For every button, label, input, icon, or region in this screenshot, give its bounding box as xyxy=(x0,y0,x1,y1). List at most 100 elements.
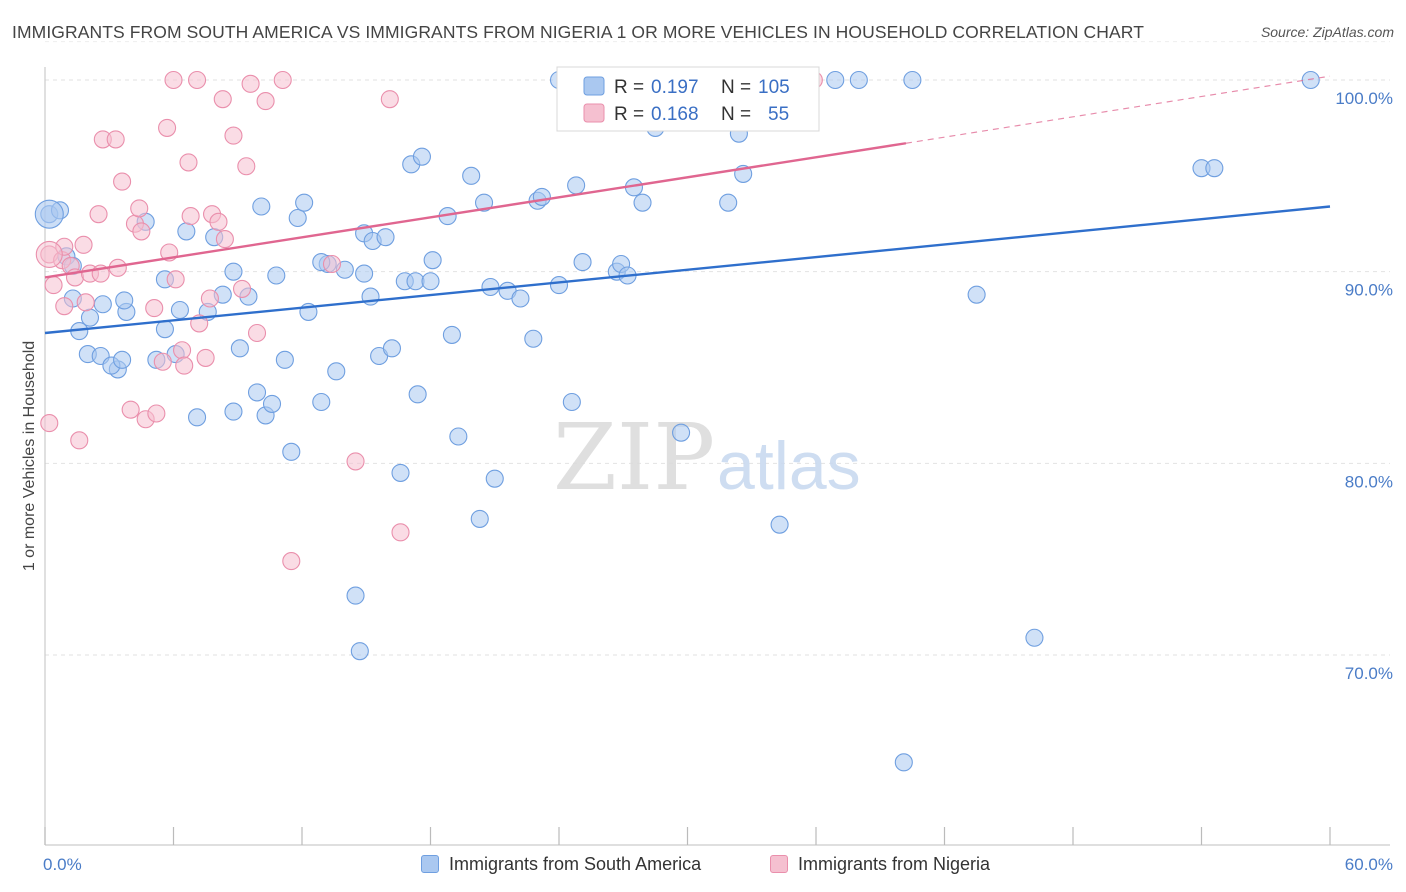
south-america-point xyxy=(230,339,249,358)
legend-n-value-1: 105 xyxy=(758,77,790,98)
south-america-cluster-point xyxy=(34,199,64,229)
nigeria-point xyxy=(40,414,59,433)
nigeria-point xyxy=(74,235,93,254)
nigeria-point xyxy=(44,276,63,295)
south-america-point xyxy=(80,308,100,327)
south-america-point xyxy=(421,272,440,291)
south-america-point xyxy=(252,197,271,216)
bottom-legend-label-south-america: Immigrants from South America xyxy=(449,853,702,874)
legend-r-value-1: 0.197 xyxy=(651,77,699,98)
nigeria-point xyxy=(322,254,342,274)
south-america-point xyxy=(481,277,500,297)
south-america-point xyxy=(188,408,207,427)
x-tick-label: 0.0% xyxy=(43,855,82,874)
south-america-point xyxy=(312,392,331,412)
nigeria-point xyxy=(200,289,219,308)
nigeria-point xyxy=(380,90,399,109)
south-america-point xyxy=(177,222,196,241)
bottom-legend-nigeria: Immigrants from Nigeria xyxy=(770,851,990,877)
south-america-point xyxy=(423,251,442,270)
y-tick-label: 70.0% xyxy=(1345,664,1393,683)
nigeria-point xyxy=(106,130,125,149)
nigeria-point xyxy=(213,90,232,109)
trend-line-nigeria-extension xyxy=(905,75,1331,144)
south-america-point xyxy=(224,402,243,421)
nigeria-point xyxy=(145,299,164,318)
nigeria-point xyxy=(188,70,207,90)
chart-title: IMMIGRANTS FROM SOUTH AMERICA VS IMMIGRA… xyxy=(12,22,1145,42)
nigeria-point xyxy=(113,172,132,191)
nigeria-point xyxy=(166,270,185,289)
watermark-atlas: atlas xyxy=(717,428,861,504)
south-america-point xyxy=(532,187,551,206)
nigeria-point xyxy=(179,153,198,172)
nigeria-point xyxy=(224,126,243,145)
legend-box: R = 0.197 N = 105 R = 0.168 N = 55 xyxy=(556,66,820,132)
south-america-point xyxy=(449,427,468,446)
south-america-point xyxy=(967,285,986,304)
source-credit: Source: ZipAtlas.com xyxy=(1260,24,1394,40)
south-america-point xyxy=(770,515,789,534)
south-america-point xyxy=(894,753,913,772)
south-america-point xyxy=(719,193,738,212)
south-america-point xyxy=(224,262,243,281)
legend-r-label-2: R = xyxy=(614,104,644,125)
south-america-point xyxy=(562,392,581,412)
south-america-point xyxy=(474,193,494,212)
nigeria-point xyxy=(158,118,177,137)
south-america-point xyxy=(93,295,112,314)
axes xyxy=(44,67,1390,846)
south-america-point xyxy=(573,253,592,272)
nigeria-point xyxy=(76,293,95,312)
nigeria-point xyxy=(215,230,234,249)
south-america-point xyxy=(391,463,410,482)
south-america-point xyxy=(382,339,402,358)
y-tick-label: 80.0% xyxy=(1345,472,1393,491)
south-america-point xyxy=(355,264,374,283)
nigeria-point xyxy=(247,323,267,343)
legend-r-label-1: R = xyxy=(614,77,644,98)
nigeria-point xyxy=(173,341,192,360)
legend-n-value-2: 55 xyxy=(768,104,789,125)
nigeria-point xyxy=(89,205,108,224)
nigeria-point xyxy=(70,431,89,450)
south-america-point xyxy=(295,193,314,212)
legend-n-label-2: N = xyxy=(721,104,751,125)
bottom-legend-south-america: Immigrants from South America xyxy=(421,851,701,877)
nigeria-point xyxy=(209,212,228,231)
nigeria-point xyxy=(282,552,301,571)
south-america-point xyxy=(633,193,652,212)
bottom-legend-swatch-south-america xyxy=(421,855,439,873)
x-tick-label: 60.0% xyxy=(1345,855,1393,874)
nigeria-point xyxy=(153,352,172,371)
nigeria-point xyxy=(147,404,166,423)
south-america-point xyxy=(262,394,282,413)
south-america-point xyxy=(113,350,132,369)
south-america-point xyxy=(903,70,922,90)
nigeria-point xyxy=(132,222,151,241)
south-america-point xyxy=(549,276,569,295)
nigeria-point xyxy=(196,348,215,367)
south-america-point xyxy=(376,228,395,247)
south-america-point xyxy=(1025,628,1044,647)
south-america-point xyxy=(1205,159,1224,178)
south-america-point xyxy=(282,442,301,461)
south-america-point xyxy=(524,329,543,348)
south-america-point xyxy=(826,70,845,90)
south-america-point xyxy=(288,208,307,228)
y-tick-label: 100.0% xyxy=(1335,89,1393,108)
nigeria-point xyxy=(181,207,200,226)
nigeria-point xyxy=(175,356,194,375)
nigeria-point xyxy=(164,70,183,90)
south-america-point xyxy=(155,320,174,339)
south-america-point xyxy=(275,350,294,369)
south-america-point xyxy=(1301,70,1320,90)
south-america-point xyxy=(115,291,134,310)
south-america-point xyxy=(462,166,481,185)
south-america-point xyxy=(849,70,868,90)
legend-swatch-nigeria xyxy=(583,103,605,123)
trend-lines xyxy=(44,75,1331,335)
y-axis-label: 1 or more Vehicles in Household xyxy=(21,341,38,571)
y-tick-label: 90.0% xyxy=(1345,281,1393,300)
south-america-point xyxy=(267,266,286,285)
